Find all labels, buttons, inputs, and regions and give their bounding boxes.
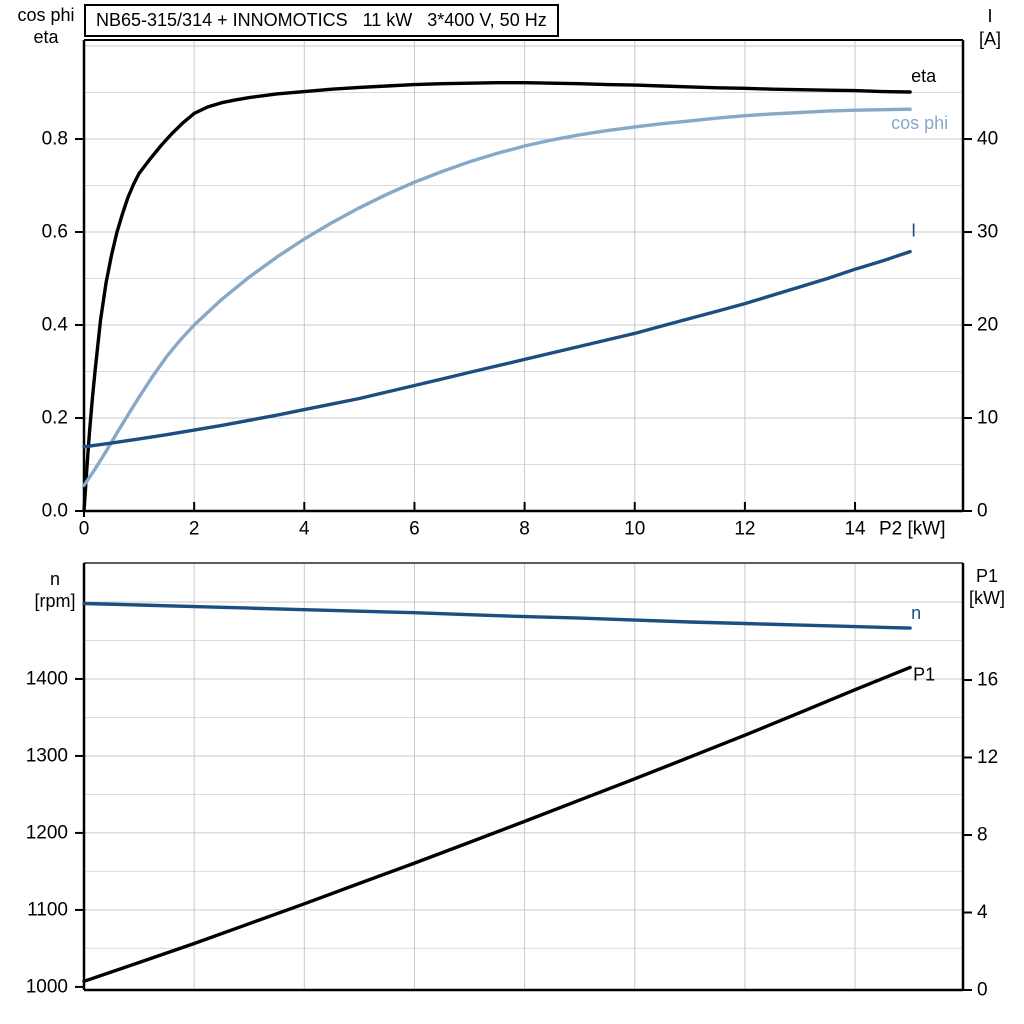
tick-label-right: 12 [977, 747, 998, 768]
tick-label-left: 1400 [26, 668, 68, 689]
left-axis-title: cos phi [17, 5, 74, 25]
tick-label-right: 40 [977, 129, 998, 150]
tick-label-left: 0.6 [42, 221, 68, 242]
tick-label-x: 14 [844, 519, 866, 540]
n-curve [82, 601, 912, 630]
p1-curve-label: P1 [913, 664, 935, 684]
tick-label-x: 10 [624, 519, 645, 540]
tick-label-right: 4 [977, 902, 988, 923]
tick-label-x: 4 [299, 519, 310, 540]
tick-label-x: 12 [734, 519, 755, 540]
tick-label-left: 0.0 [42, 501, 68, 522]
right-axis-title: P1 [976, 566, 998, 586]
tick-label-right: 8 [977, 825, 988, 846]
tick-label-right: 10 [977, 408, 998, 429]
i-curve [82, 249, 912, 449]
tick-label-x: 8 [519, 519, 530, 540]
tick-label-x: 6 [409, 519, 420, 540]
tick-label-x: 2 [189, 519, 200, 540]
tick-label-left: 1000 [26, 976, 68, 997]
cos-phi-curve-label: cos phi [891, 113, 948, 133]
tick-label-left: 0.2 [42, 407, 68, 428]
left-axis-title: eta [33, 27, 59, 47]
right-axis-title: [kW] [969, 588, 1005, 608]
tick-label-right: 0 [977, 980, 988, 1001]
tick-label-x: 0 [79, 519, 90, 540]
tick-label-left: 0.8 [42, 128, 68, 149]
eta-curve-label: eta [911, 66, 937, 86]
tick-label-right: 16 [977, 670, 998, 691]
tick-label-right: 30 [977, 222, 998, 243]
p1-curve [82, 665, 912, 983]
i-curve-label: I [911, 221, 916, 241]
chart-title: NB65-315/314 + INNOMOTICS 11 kW 3*400 V,… [96, 9, 547, 30]
x-axis-title: P2 [kW] [879, 519, 946, 540]
n-curve-label: n [911, 603, 921, 623]
tick-label-left: 0.4 [42, 314, 69, 335]
tick-label-left: 1200 [26, 822, 68, 843]
left-axis-title: n [50, 569, 60, 589]
tick-label-right: 20 [977, 315, 998, 336]
chart-title-box: NB65-315/314 + INNOMOTICS 11 kW 3*400 V,… [84, 4, 559, 37]
right-axis-title: I [987, 6, 992, 26]
left-axis-title: [rpm] [34, 591, 75, 611]
eta-curve [82, 81, 912, 513]
right-axis-title: [A] [979, 29, 1001, 49]
tick-label-right: 0 [977, 501, 988, 522]
tick-label-left: 1100 [27, 899, 68, 920]
tick-label-left: 1300 [26, 745, 68, 766]
cos-phi-curve [82, 107, 912, 488]
